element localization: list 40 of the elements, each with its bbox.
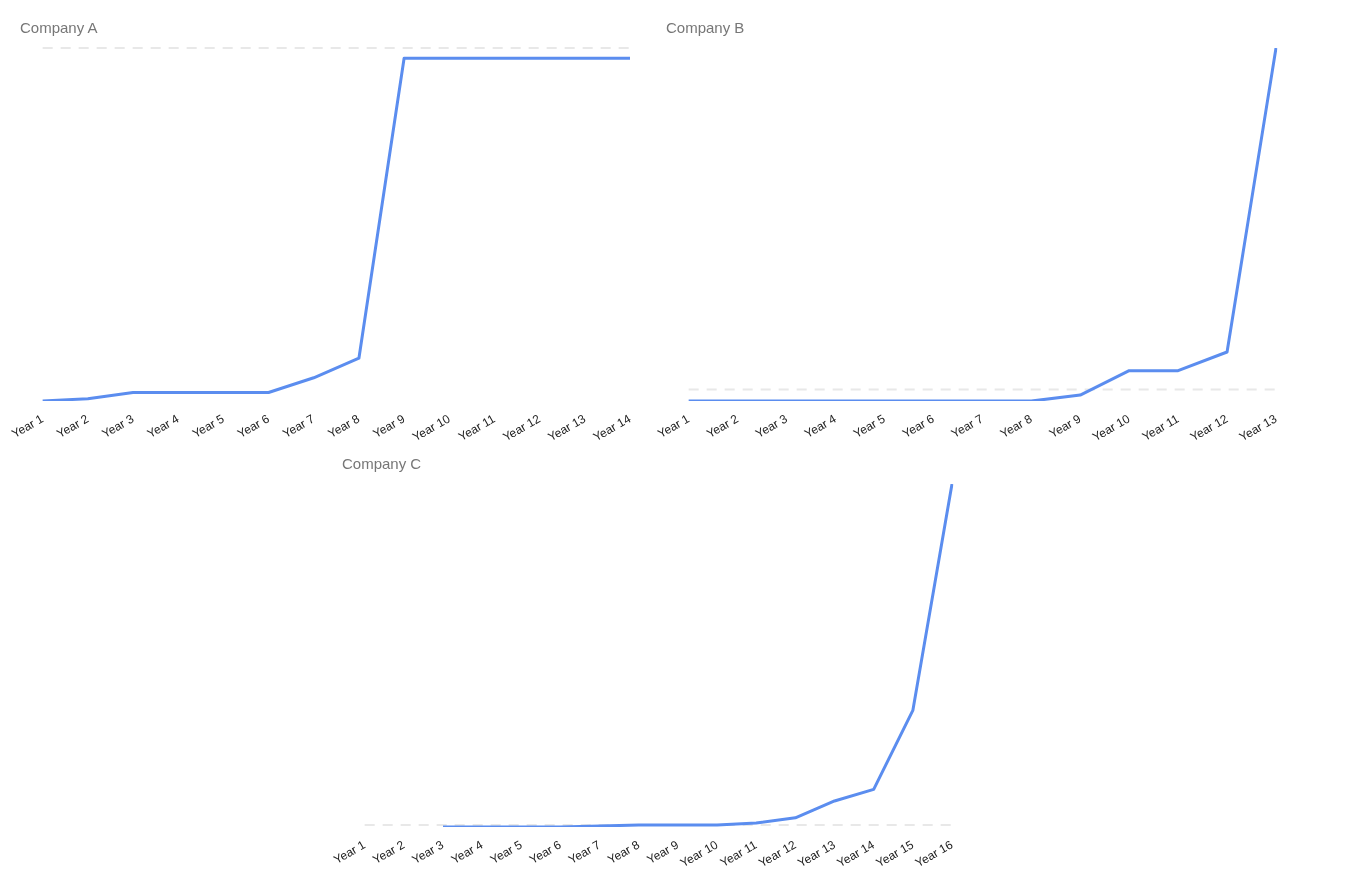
chart-title: Company B	[666, 19, 745, 37]
x-tick-label: Year 3	[409, 837, 447, 867]
x-tick-label: Year 7	[948, 411, 986, 441]
x-tick-label: Year 13	[545, 411, 589, 445]
x-tick-label: Year 7	[280, 411, 318, 441]
x-tick-label: Year 2	[54, 411, 92, 441]
x-tick-label: Year 3	[753, 411, 790, 441]
x-tick-label: Year 8	[325, 411, 363, 441]
chart-title: Company A	[20, 19, 98, 37]
x-tick-label: Year 4	[802, 411, 839, 441]
x-tick-label: Year 1	[331, 837, 369, 867]
x-tick-label: Year 5	[850, 411, 888, 441]
x-tick-label: Year 2	[704, 411, 742, 441]
x-tick-label: Year 9	[1046, 411, 1084, 441]
x-tick-label: Year 6	[899, 411, 937, 441]
x-tick-label: Year 13	[1236, 411, 1280, 445]
x-tick-label: Year 6	[526, 837, 564, 867]
x-tick-label: Year 10	[677, 837, 721, 871]
x-tick-label: Year 4	[144, 411, 182, 441]
x-tick-label: Year 5	[189, 411, 227, 441]
x-tick-label: Year 9	[370, 411, 408, 441]
x-tick-label: Year 1	[655, 411, 693, 441]
x-tick-label: Year 8	[605, 837, 643, 867]
x-tick-label: Year 4	[448, 837, 486, 867]
x-tick-label: Year 1	[9, 411, 47, 441]
x-tick-label: Year 11	[455, 411, 498, 444]
x-tick-label: Year 2	[370, 837, 408, 867]
x-tick-label: Year 3	[99, 411, 137, 441]
chart-title: Company C	[342, 455, 422, 473]
x-tick-label: Year 10	[1089, 411, 1133, 445]
x-tick-label: Year 16	[912, 837, 956, 871]
x-tick-label: Year 14	[590, 411, 634, 445]
x-tick-label: Year 10	[410, 411, 453, 445]
x-tick-label: Year 6	[235, 411, 272, 441]
x-tick-label: Year 11	[1139, 411, 1182, 444]
x-tick-label: Year 5	[487, 837, 525, 867]
x-tick-label: Year 12	[1187, 411, 1231, 445]
x-tick-label: Year 8	[997, 411, 1035, 441]
x-tick-label: Year 12	[500, 411, 544, 445]
x-tick-label: Year 7	[566, 837, 604, 867]
